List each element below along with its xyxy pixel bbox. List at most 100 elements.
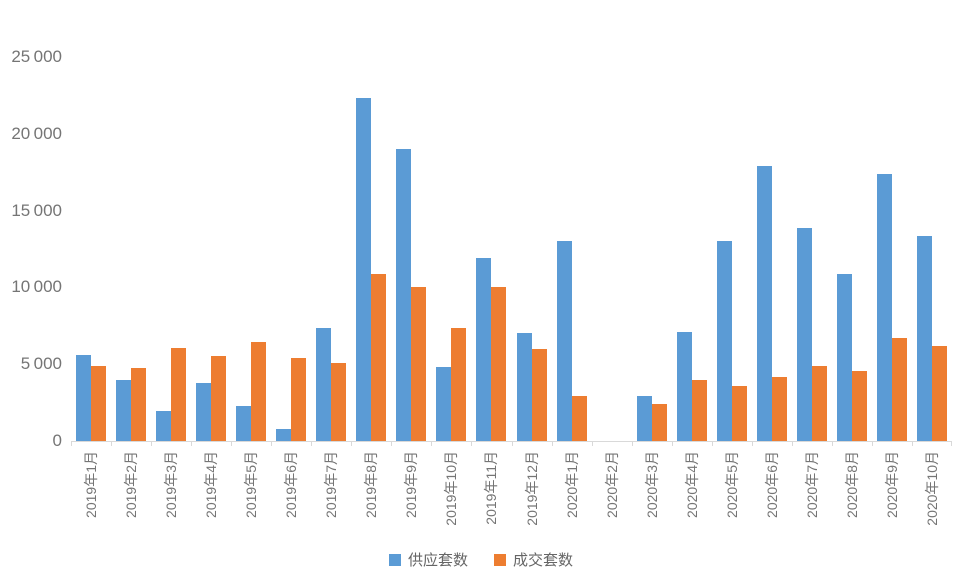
bar-supply-2020年5月 — [716, 241, 732, 441]
x-axis-label: 2020年10月 — [924, 451, 940, 526]
axis-tick — [511, 442, 513, 446]
category-2020年2月 — [592, 57, 632, 441]
y-axis-label: 0 — [52, 431, 62, 450]
bar-sold-2019年10月 — [451, 328, 467, 441]
bar-sold-2020年3月 — [651, 404, 667, 441]
bar-supply-2019年8月 — [356, 97, 372, 441]
axis-tick — [551, 442, 553, 446]
x-axis-label-cell: 2020年3月 — [632, 449, 672, 549]
axis-tick — [71, 442, 72, 446]
axis-tick — [871, 442, 873, 446]
x-axis-label: 2019年8月 — [363, 451, 380, 518]
x-axis-label-cell: 2019年8月 — [351, 449, 391, 549]
category-2020年4月 — [672, 57, 712, 441]
category-2019年4月 — [191, 57, 231, 441]
axis-tick — [591, 442, 593, 446]
bar-supply-2020年3月 — [636, 396, 652, 441]
category-2020年5月 — [712, 57, 752, 441]
bar-supply-2019年5月 — [236, 405, 252, 441]
x-axis-label-cell: 2020年5月 — [712, 449, 752, 549]
x-axis-label-cell: 2019年12月 — [512, 449, 552, 549]
bar-sold-2019年8月 — [371, 273, 387, 441]
x-axis-label: 2020年1月 — [563, 451, 580, 518]
bar-supply-2019年1月 — [76, 354, 92, 441]
bar-sold-2019年7月 — [331, 362, 347, 441]
bar-supply-2019年12月 — [516, 333, 532, 441]
axis-tick — [231, 442, 233, 446]
plot-area: 2019年1月 2019年2月 2019年3月 2019年4月 2019年5月 2019年… — [71, 57, 952, 526]
axis-ticks — [71, 442, 952, 446]
axis-tick — [311, 442, 313, 446]
category-2019年8月 — [351, 57, 391, 441]
x-axis-label: 2020年2月 — [603, 451, 620, 518]
x-axis-labels: 2019年1月 2019年2月 2019年3月 2019年4月 2019年5月 2019年… — [71, 449, 952, 549]
x-axis-label: 2019年5月 — [243, 451, 260, 518]
category-2020年9月 — [872, 57, 912, 441]
bars-row — [71, 57, 952, 441]
bar-sold-2019年3月 — [171, 348, 187, 441]
x-axis-label: 2019年3月 — [163, 451, 180, 518]
bar-sold-2019年9月 — [411, 287, 427, 441]
category-2020年1月 — [552, 57, 592, 441]
x-axis-label: 2019年10月 — [443, 451, 460, 526]
x-axis-label: 2020年4月 — [683, 451, 700, 518]
x-axis-label: 2020年5月 — [723, 451, 740, 518]
bar-supply-2019年4月 — [196, 383, 212, 441]
bar-supply-2019年10月 — [436, 367, 452, 441]
x-axis-label-cell: 2020年10月 — [912, 449, 952, 549]
category-2019年10月 — [431, 57, 471, 441]
axis-tick — [831, 442, 833, 446]
category-2019年9月 — [391, 57, 431, 441]
x-axis-label-cell: 2019年2月 — [111, 449, 151, 549]
y-axis-label: 20 000 — [11, 123, 62, 143]
category-2020年10月 — [912, 57, 952, 441]
axis-tick — [631, 442, 633, 446]
x-axis-label-cell: 2020年7月 — [792, 449, 832, 549]
bar-supply-2020年10月 — [917, 235, 932, 441]
bar-supply-2020年1月 — [556, 241, 572, 441]
bar-sold-2019年2月 — [131, 368, 147, 441]
bar-sold-2019年4月 — [211, 355, 227, 441]
legend-swatch-sold — [494, 553, 506, 566]
bar-supply-2020年6月 — [756, 166, 772, 441]
bar-supply-2019年3月 — [156, 411, 172, 441]
bar-sold-2019年11月 — [491, 287, 507, 441]
bar-sold-2020年10月 — [932, 345, 947, 441]
category-2019年2月 — [111, 57, 151, 441]
axis-tick — [711, 442, 713, 446]
bar-supply-2020年9月 — [876, 173, 892, 441]
x-axis-label: 2019年2月 — [123, 451, 140, 518]
bar-sold-2019年6月 — [291, 358, 307, 441]
category-2019年1月 — [71, 57, 111, 441]
axis-tick — [191, 442, 193, 446]
x-axis-label: 2019年12月 — [523, 451, 540, 526]
legend-label-sold: 成交套数 — [513, 552, 574, 569]
axis-tick — [471, 442, 473, 446]
category-2019年12月 — [512, 57, 552, 441]
x-axis-label-cell: 2020年1月 — [552, 449, 592, 549]
x-axis-label: 2019年7月 — [323, 451, 340, 518]
bar-supply-2020年7月 — [796, 227, 812, 441]
y-axis-label: 10 000 — [11, 277, 62, 297]
legend-item-supply: 供应套数 — [388, 549, 468, 570]
bar-sold-2020年5月 — [731, 386, 747, 441]
bar-supply-2019年6月 — [276, 429, 292, 441]
legend-swatch-supply — [388, 553, 401, 566]
bar-sold-2020年8月 — [851, 371, 867, 441]
y-axis-label: 15 000 — [11, 200, 62, 220]
category-2019年7月 — [311, 57, 351, 441]
bar-sold-2019年12月 — [531, 348, 547, 441]
x-axis-label-cell: 2020年6月 — [752, 449, 792, 549]
x-axis-label: 2019年11月 — [483, 451, 500, 525]
y-axis-labels: 0 5 000 10 000 15 000 20 000 25 000 — [0, 47, 62, 450]
legend: 供应套数 成交套数 — [0, 549, 962, 570]
legend-item-sold: 成交套数 — [494, 549, 573, 570]
axis-tick — [151, 442, 153, 446]
bar-sold-2020年1月 — [571, 396, 587, 441]
bar-sold-2020年7月 — [811, 365, 827, 441]
x-axis-label-cell: 2020年9月 — [872, 449, 912, 549]
x-axis-label: 2020年3月 — [643, 451, 660, 518]
x-axis-label-cell: 2020年2月 — [592, 449, 632, 549]
x-axis-line — [71, 441, 952, 442]
